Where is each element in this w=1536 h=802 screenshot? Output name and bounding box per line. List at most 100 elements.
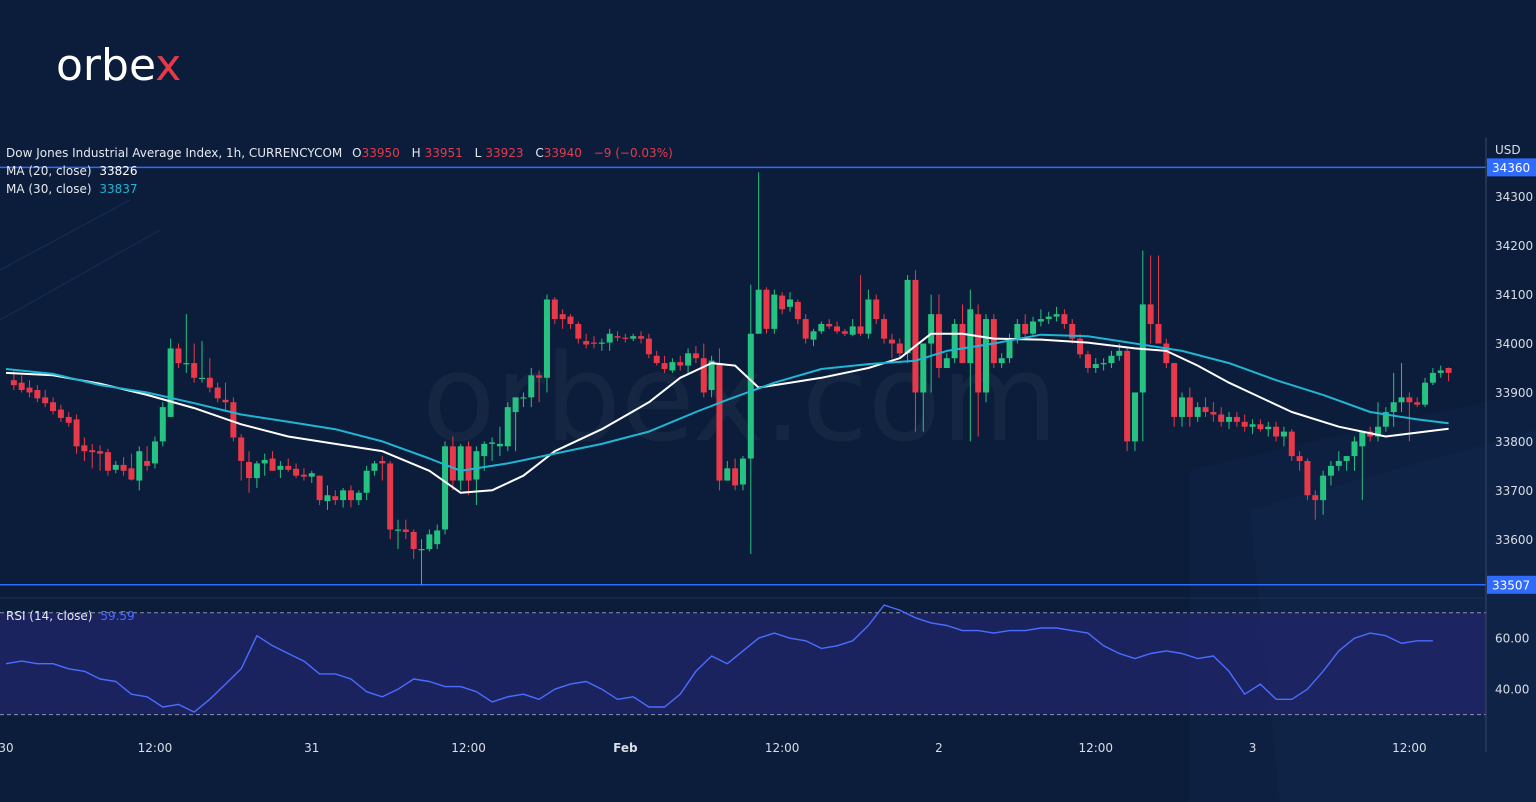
candle-body-6 — [50, 402, 57, 412]
candle-body-35 — [277, 465, 284, 470]
price-tick-33800: 33800 — [1495, 435, 1533, 449]
candle-body-142 — [1116, 350, 1123, 356]
level-label-bg-34360 — [1487, 158, 1536, 177]
candle-body-62 — [489, 442, 496, 444]
time-tick-Feb: Feb — [613, 741, 638, 755]
level-lines: 34360 33507 — [0, 158, 1536, 594]
candle-body-41 — [324, 495, 331, 502]
candle-body-122 — [959, 323, 966, 364]
candle-body-76 — [598, 342, 605, 344]
candle-body-12 — [97, 451, 104, 454]
legend-rsi-value: 59.59 — [100, 609, 134, 623]
candle-body-106 — [834, 326, 841, 332]
candle-body-153 — [1202, 407, 1209, 413]
time-tick-12:00: 12:00 — [1392, 741, 1427, 755]
candle-body-5 — [42, 397, 49, 404]
candle-body-152 — [1194, 407, 1201, 417]
price-axis: 34300 34200 34100 34000 33900 33800 33700 33600 — [1495, 190, 1533, 547]
candle-body-134 — [1053, 314, 1060, 317]
candle-body-102 — [802, 319, 809, 339]
candle-body-168 — [1320, 475, 1327, 501]
legend-low-value: 33923 — [485, 146, 523, 160]
candle-body-46 — [363, 470, 370, 493]
candle-body-105 — [826, 323, 833, 327]
legend-open-label: O — [352, 146, 361, 160]
candle-body-169 — [1327, 465, 1334, 476]
candle-body-32 — [253, 463, 260, 479]
candle-body-68 — [536, 375, 543, 378]
price-tick-34200: 34200 — [1495, 239, 1533, 253]
candle-body-177 — [1390, 402, 1397, 413]
legend: Dow Jones Industrial Average Index, 1h, … — [6, 146, 673, 623]
rsi-tick-60: 60.00 — [1495, 632, 1529, 646]
orbex-logo: orbex — [56, 40, 181, 91]
legend-low-label: L — [475, 146, 482, 160]
candle-body-149 — [1171, 363, 1178, 417]
candle-body-183 — [1437, 370, 1444, 373]
candle-body-45 — [355, 492, 362, 501]
candle-body-147 — [1155, 323, 1162, 344]
candle-body-54 — [426, 534, 433, 550]
candle-body-28 — [222, 399, 229, 403]
candle-body-25 — [199, 377, 205, 379]
candle-body-72 — [567, 316, 574, 324]
candle-body-117 — [920, 343, 927, 393]
candle-body-55 — [434, 530, 441, 545]
candle-body-42 — [332, 496, 339, 501]
svg-text:orbex: orbex — [56, 40, 181, 91]
candle-body-133 — [1045, 316, 1052, 320]
candle-body-79 — [622, 337, 629, 339]
price-tick-33900: 33900 — [1495, 386, 1533, 400]
candle-body-164 — [1288, 431, 1295, 457]
candle-body-94 — [739, 458, 746, 485]
candle-body-86 — [677, 362, 684, 366]
candle-body-71 — [559, 314, 566, 320]
candle-body-178 — [1398, 397, 1405, 403]
price-tick-34300: 34300 — [1495, 190, 1533, 204]
candle-body-22 — [175, 348, 182, 364]
candle-body-111 — [873, 299, 880, 320]
candle-body-49 — [387, 463, 394, 530]
candle-body-98 — [771, 294, 778, 329]
candle-body-115 — [904, 279, 911, 354]
candle-body-112 — [881, 319, 888, 339]
candle-body-97 — [763, 289, 770, 329]
legend-ma30-value: 33837 — [99, 182, 137, 196]
candle-body-107 — [841, 331, 848, 334]
candle-body-3 — [26, 387, 33, 393]
candle-body-163 — [1280, 431, 1287, 437]
candle-body-75 — [591, 342, 597, 344]
candle-body-60 — [473, 451, 480, 480]
legend-ma30-label: MA (30, close) — [6, 182, 92, 196]
price-tick-33600: 33600 — [1495, 533, 1533, 547]
legend-ma20-value: 33826 — [99, 164, 137, 178]
candle-body-74 — [583, 341, 590, 345]
level-label-33507: 33507 — [1492, 578, 1530, 592]
candle-body-43 — [340, 490, 347, 501]
candle-body-13 — [104, 452, 111, 471]
candle-body-9 — [73, 419, 80, 447]
candle-body-139 — [1092, 364, 1099, 368]
candle-body-29 — [230, 402, 237, 438]
candle-body-2 — [18, 382, 25, 391]
candle-body-84 — [661, 363, 668, 369]
candle-body-10 — [81, 445, 88, 452]
candle-body-90 — [708, 360, 715, 391]
candle-body-184 — [1445, 368, 1452, 373]
candle-body-34 — [269, 458, 276, 471]
candle-body-15 — [120, 464, 127, 471]
candle-body-146 — [1147, 304, 1154, 324]
candle-body-57 — [449, 446, 456, 481]
candle-body-108 — [849, 326, 856, 335]
candle-body-37 — [293, 468, 300, 476]
candle-body-118 — [928, 314, 935, 344]
candle-body-166 — [1304, 460, 1311, 496]
candle-body-27 — [214, 387, 221, 399]
candle-body-150 — [1179, 397, 1185, 417]
candle-body-103 — [810, 331, 817, 340]
price-tick-34000: 34000 — [1495, 337, 1533, 351]
candle-body-50 — [395, 529, 401, 531]
rsi-line — [5, 604, 1433, 713]
candle-body-47 — [371, 463, 378, 471]
candle-body-156 — [1226, 416, 1233, 422]
